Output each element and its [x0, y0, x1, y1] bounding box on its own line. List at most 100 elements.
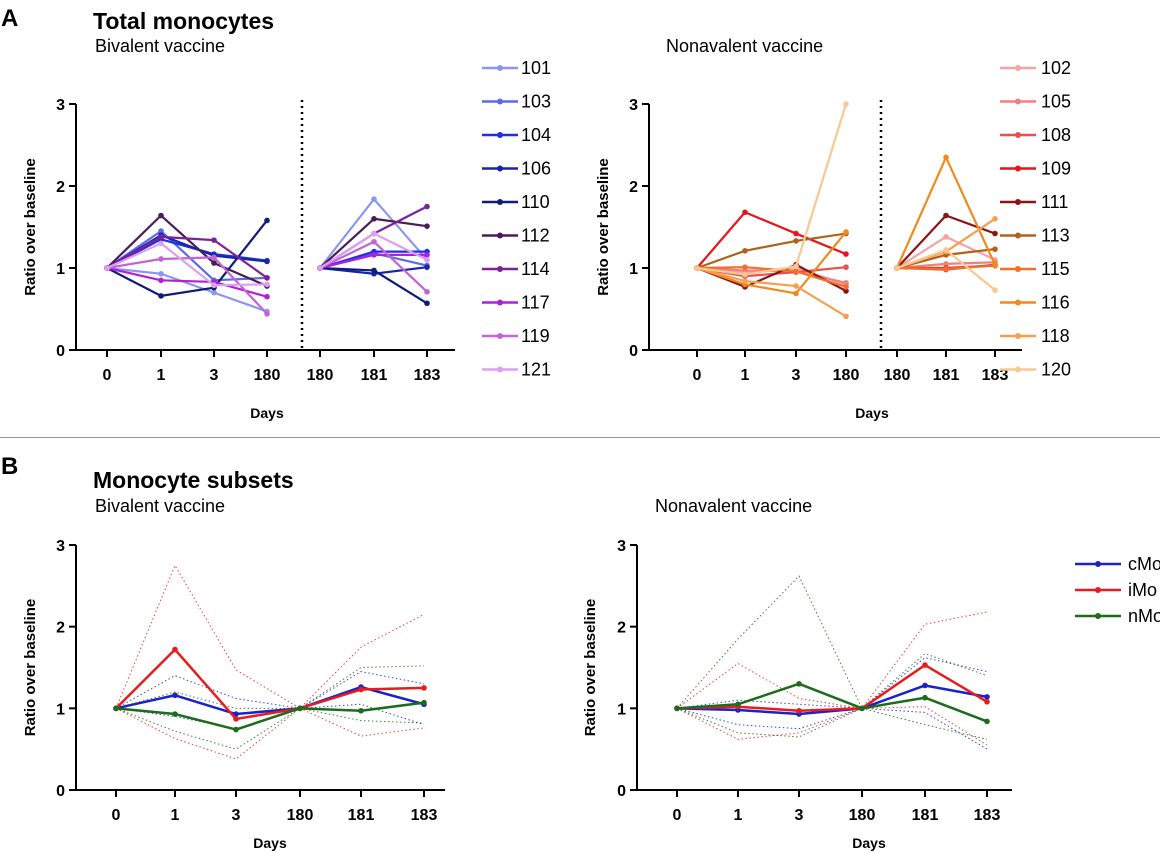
b-nonavalent-series-nMo-point — [735, 701, 741, 708]
a-bivalent-series-101-point — [211, 289, 217, 296]
a-bivalent-series-119-point — [424, 288, 430, 295]
a-bivalent-x-tick-label: 180 — [254, 367, 281, 384]
b-bivalent-range-nMo-upper — [115, 665, 425, 709]
a-nonavalent-series-120-point — [843, 101, 849, 107]
a-bivalent-series-117-point — [371, 252, 377, 258]
a-nonavalent-series-111-line — [896, 214, 996, 269]
b-nonavalent-range-cMo-lower — [676, 707, 988, 750]
a-nonavalent-legend-label: 111 — [1041, 192, 1068, 212]
a-bivalent-series-121-point — [317, 265, 323, 271]
a-bivalent-series-106-point — [424, 264, 430, 270]
panel-b-right-subtitle: Nonavalent vaccine — [655, 496, 813, 516]
b-bivalent-range-nMo-lower — [115, 707, 425, 750]
a-bivalent-legend-label: 104 — [521, 125, 551, 145]
panel-a-letter: A — [1, 5, 19, 32]
a-bivalent-legend-marker — [497, 132, 503, 138]
a-nonavalent-legend-marker — [1015, 232, 1021, 239]
b-bivalent-range-iMo-lower — [115, 707, 425, 760]
a-bivalent-series-117-point — [264, 293, 270, 300]
a-nonavalent-series-120-line — [696, 103, 848, 276]
b-bivalent-series-cMo-point — [172, 692, 178, 699]
b-nonavalent-x-tick-label: 1 — [734, 807, 743, 824]
a-bivalent-series-114-point — [158, 234, 164, 240]
a-bivalent-series-110-point — [371, 267, 377, 274]
a-bivalent-series-117-point — [158, 277, 164, 284]
a-bivalent-legend-label: 103 — [521, 92, 551, 112]
a-bivalent-series-112-point — [158, 212, 164, 219]
a-bivalent-legend-label: 112 — [521, 226, 550, 246]
b-nonavalent-series-nMo-point — [984, 718, 990, 725]
a-nonavalent-legend-label: 116 — [1041, 293, 1070, 313]
a-bivalent-series-103-line — [106, 230, 268, 282]
a-nonavalent-y-axis-title: Ratio over baseline — [595, 158, 612, 296]
b-nonavalent-y-tick-label: 2 — [617, 620, 626, 637]
b-nonavalent-y-axis-title: Ratio over baseline — [582, 599, 599, 737]
a-bivalent-x-axis-title: Days — [250, 405, 284, 421]
a-nonavalent-legend-label: 118 — [1041, 326, 1070, 346]
a-nonavalent-series-118-point — [992, 216, 998, 222]
a-bivalent-legend-marker — [497, 266, 503, 272]
a-bivalent-legend-label: 117 — [521, 293, 550, 313]
a-bivalent-series-121-line — [106, 242, 268, 287]
b-nonavalent-legend-label: iMo — [1128, 580, 1157, 600]
b-bivalent-series-iMo-point — [233, 716, 239, 722]
a-bivalent-legend-label: 101 — [521, 58, 551, 78]
b-bivalent-series-nMo-point — [421, 699, 427, 706]
b-bivalent-series-nMo-point — [358, 707, 364, 714]
a-nonavalent-y-tick-label: 0 — [629, 343, 638, 360]
a-bivalent-series-112-point — [211, 260, 217, 266]
a-bivalent-legend-marker — [497, 199, 503, 205]
b-bivalent-series-cMo-line — [115, 685, 425, 716]
a-nonavalent-legend-label: 105 — [1041, 92, 1071, 112]
a-bivalent-legend-marker — [497, 165, 503, 172]
a-nonavalent-legend-marker — [1015, 65, 1021, 71]
a-bivalent-series-114-point — [211, 237, 217, 243]
a-nonavalent-legend-label: 102 — [1041, 58, 1071, 78]
a-bivalent-series-101-line — [106, 266, 268, 313]
b-bivalent-x-tick-label: 3 — [232, 807, 241, 824]
a-nonavalent-x-tick-label: 0 — [693, 367, 702, 384]
a-nonavalent-series-120-point — [992, 287, 998, 293]
a-nonavalent-legend-label: 113 — [1041, 226, 1070, 246]
b-nonavalent-x-tick-label: 180 — [849, 807, 876, 824]
panel-b-title: Monocyte subsets — [93, 467, 294, 493]
a-bivalent-series-110-line — [106, 219, 268, 297]
a-nonavalent-x-tick-label: 180 — [884, 367, 911, 384]
a-nonavalent-x-tick-label: 181 — [933, 367, 960, 384]
a-bivalent-x-tick-label: 3 — [210, 367, 219, 384]
a-nonavalent-legend-marker — [1015, 366, 1021, 373]
a-nonavalent-series-109-point — [793, 230, 799, 237]
a-nonavalent-series-115-point — [943, 266, 949, 272]
a-nonavalent-series-109-line — [696, 211, 847, 269]
a-bivalent-x-tick-label: 180 — [307, 367, 334, 384]
a-nonavalent-series-102-point — [943, 234, 949, 240]
a-nonavalent-series-109-point — [843, 251, 849, 257]
b-bivalent-range-cMo-upper — [115, 671, 425, 709]
a-nonavalent-legend-marker — [1015, 165, 1021, 172]
panel-b-left-subtitle: Bivalent vaccine — [95, 496, 226, 516]
a-nonavalent-series-111-point — [992, 230, 998, 237]
a-nonavalent-series-115-point — [843, 284, 849, 290]
a-nonavalent-series-111-line — [696, 263, 847, 292]
a-nonavalent-x-tick-label: 183 — [982, 367, 1009, 384]
b-bivalent-x-tick-label: 0 — [112, 807, 121, 824]
a-bivalent-x-tick-label: 0 — [103, 367, 112, 384]
b-nonavalent-y-tick-label: 0 — [617, 783, 626, 800]
panel-a-right-subtitle: Nonavalent vaccine — [666, 36, 824, 56]
a-nonavalent-series-111-point — [843, 288, 849, 294]
b-bivalent-series-cMo-point — [233, 711, 239, 717]
a-bivalent-series-112-point — [371, 216, 377, 222]
a-nonavalent-series-113-point — [793, 238, 799, 244]
a-nonavalent-y-tick-label: 3 — [629, 97, 638, 114]
b-nonavalent-range-nMo-upper — [676, 575, 988, 710]
a-bivalent-x-tick-label: 183 — [414, 367, 441, 384]
a-nonavalent-series-120-point — [793, 263, 799, 270]
a-nonavalent-series-120-point — [894, 265, 900, 271]
a-nonavalent-series-109-point — [742, 209, 748, 216]
b-bivalent-series-nMo-point — [233, 726, 239, 733]
a-bivalent-series-121-point — [424, 257, 430, 263]
a-nonavalent-x-axis-title: Days — [855, 405, 889, 421]
a-bivalent-series-117-line — [106, 266, 268, 298]
b-bivalent-series-iMo-point — [358, 686, 364, 693]
